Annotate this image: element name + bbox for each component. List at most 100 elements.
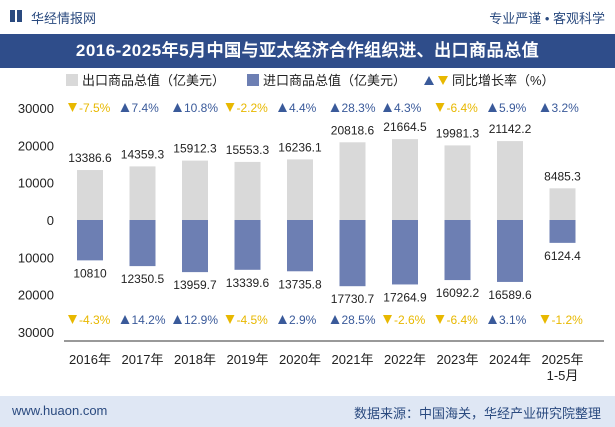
bar-export <box>444 145 471 220</box>
legend-label-export: 出口商品总值（亿美元） <box>82 73 225 88</box>
bar-export <box>77 170 103 220</box>
growth-up-triangle <box>383 103 392 112</box>
growth-rate-label: 28.5% <box>342 313 376 327</box>
slogan: 专业严谨 • 客观科学 <box>489 11 605 26</box>
growth-down-triangle <box>225 103 235 112</box>
x-tick-label: 2016年 <box>69 352 111 367</box>
x-tick-label: 2021年 <box>332 352 374 367</box>
bar-import <box>392 220 418 285</box>
chart-legend: 出口商品总值（亿美元） 进口商品总值（亿美元） 同比增长率（%） <box>66 73 555 88</box>
import-value-label: 13959.7 <box>173 278 217 292</box>
growth-rate-label: 10.8% <box>184 101 218 115</box>
growth-up-triangle <box>488 103 497 112</box>
growth-up-triangle <box>540 103 550 112</box>
growth-down-triangle <box>435 103 445 112</box>
growth-up-triangle <box>173 103 182 112</box>
export-value-label: 21142.2 <box>489 122 532 136</box>
bar-import <box>339 220 366 287</box>
growth-rate-label: 12.9% <box>184 313 218 327</box>
import-value-label: 13339.6 <box>226 276 270 290</box>
growth-rate-label: -2.2% <box>237 101 269 115</box>
legend-label-import: 进口商品总值（亿美元） <box>263 73 406 88</box>
growth-down-triangle <box>383 315 392 324</box>
footer: www.huaon.com 数据来源：中国海关，华经产业研究院整理 <box>0 396 615 427</box>
bar-import <box>497 220 523 282</box>
import-value-label: 16589.6 <box>488 288 532 302</box>
x-tick-label: 2024年 <box>489 352 531 367</box>
website-link[interactable]: www.huaon.com <box>12 403 108 418</box>
top-bar: 华经情报网 专业严谨 • 客观科学 <box>0 0 615 34</box>
x-tick-label: 2023年 <box>437 352 479 367</box>
export-value-label: 15553.3 <box>226 143 270 157</box>
growth-rate-label: 14.2% <box>132 313 166 327</box>
growth-rate-label: -7.5% <box>79 101 111 115</box>
x-tick-label: 2025年 1-5月 <box>542 352 584 383</box>
legend-label-growth: 同比增长率（%） <box>452 73 555 88</box>
growth-up-triangle <box>120 103 130 112</box>
growth-rate-label: -6.4% <box>447 313 479 327</box>
export-value-label: 21664.5 <box>383 120 427 134</box>
import-value-label: 16092.2 <box>436 286 480 300</box>
growth-rate-label: 7.4% <box>132 101 160 115</box>
import-value-label: 17730.7 <box>331 292 375 306</box>
export-value-label: 13386.6 <box>68 151 112 165</box>
growth-rate-label: -4.3% <box>79 313 111 327</box>
bar-export <box>392 139 418 220</box>
bar-import <box>549 220 576 243</box>
import-value-label: 13735.8 <box>278 277 322 291</box>
export-value-label: 19981.3 <box>436 126 480 140</box>
import-value-label: 17264.9 <box>383 290 427 304</box>
chart-bars <box>77 139 576 287</box>
growth-rate-label: 3.1% <box>499 313 527 327</box>
export-value-label: 8485.3 <box>544 169 581 183</box>
x-tick-label: 2022年 <box>384 352 426 367</box>
y-tick-label: 0 <box>47 213 54 228</box>
bar-import <box>444 220 471 281</box>
growth-down-triangle <box>435 315 445 324</box>
y-tick-label: 30000 <box>18 101 54 116</box>
legend-up-triangle <box>424 76 434 85</box>
export-value-label: 20818.6 <box>331 123 375 137</box>
bar-import <box>77 220 103 261</box>
import-value-label: 12350.5 <box>121 272 165 286</box>
x-tick-label: 2019年 <box>227 352 269 367</box>
growth-up-triangle <box>120 315 130 324</box>
y-tick-label: 30000 <box>18 325 54 340</box>
growth-rate-label: 4.3% <box>394 101 422 115</box>
growth-rate-label: 28.3% <box>342 101 376 115</box>
bar-import <box>129 220 156 267</box>
growth-rate-label: -4.5% <box>237 313 269 327</box>
bar-export <box>287 159 313 220</box>
y-tick-label: 10000 <box>18 176 54 191</box>
x-tick-label: 2018年 <box>174 352 216 367</box>
growth-rate-label: 3.2% <box>552 101 580 115</box>
x-axis: 2016年 2017年 2018年 2019年 2020年 2021年 2022年 2023年… <box>64 340 604 383</box>
growth-down-triangle <box>540 315 550 324</box>
chart-data-labels: 13386.6 14359.3 15912.3 15553.3 16236.1 20818… <box>68 101 583 327</box>
bar-chart: 出口商品总值（亿美元） 进口商品总值（亿美元） 同比增长率（%） 30000 2000… <box>18 73 604 383</box>
growth-up-triangle <box>330 315 340 324</box>
bar-import <box>287 220 313 272</box>
data-source: 数据来源：中国海关，华经产业研究院整理 <box>353 406 601 421</box>
import-value-label: 10810 <box>73 266 107 280</box>
legend-swatch-import <box>247 74 259 86</box>
export-value-label: 16236.1 <box>278 140 322 154</box>
growth-rate-label: 5.9% <box>499 101 527 115</box>
growth-down-triangle <box>68 315 77 324</box>
x-tick-label: 2017年 <box>122 352 164 367</box>
growth-down-triangle <box>225 315 235 324</box>
export-value-label: 14359.3 <box>121 147 165 161</box>
x-tick-label: 2020年 <box>279 352 321 367</box>
growth-up-triangle <box>278 315 287 324</box>
y-tick-label: 10000 <box>18 250 54 265</box>
growth-up-triangle <box>330 103 340 112</box>
y-axis: 30000 20000 10000 0 10000 20000 30000 <box>18 101 54 340</box>
logo-text: 华经情报网 <box>31 11 97 26</box>
legend-down-triangle <box>438 76 448 85</box>
y-tick-label: 20000 <box>18 138 54 153</box>
bar-export <box>129 166 156 220</box>
y-tick-label: 20000 <box>18 288 54 303</box>
bar-export <box>339 142 366 220</box>
export-value-label: 15912.3 <box>173 142 217 156</box>
legend-swatch-export <box>66 74 78 86</box>
